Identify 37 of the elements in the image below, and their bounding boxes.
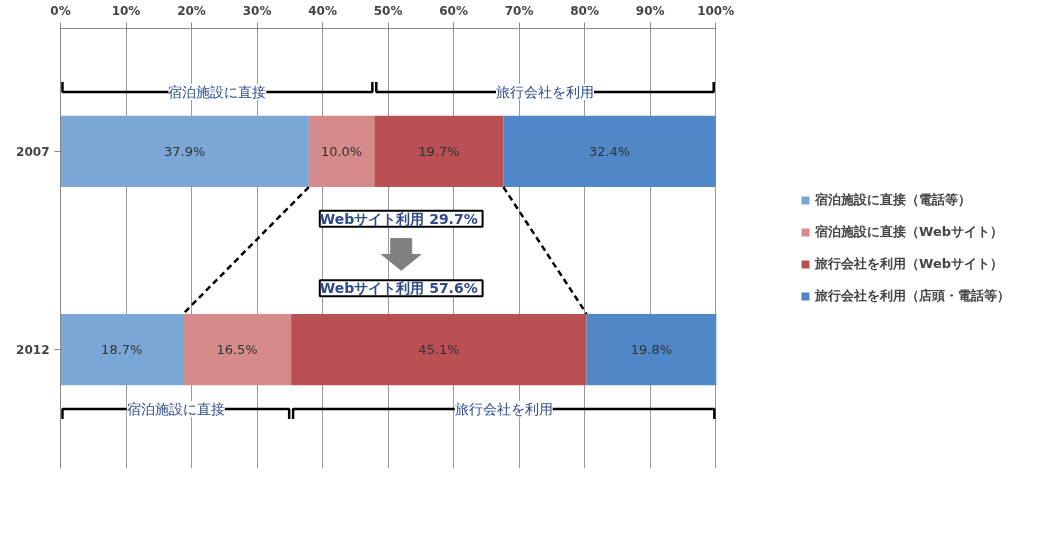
x-tick-label: 40% <box>308 3 337 18</box>
legend-label: 宿泊施設に直接（電話等） <box>815 191 971 209</box>
data-label: 37.9% <box>164 143 206 159</box>
y-tick-label: 2012 <box>16 343 50 358</box>
annotation: 宿泊施設に直接 <box>126 401 225 418</box>
annotation: 旅行会社を利用 <box>454 401 553 418</box>
bar <box>60 115 309 188</box>
data-label: 16.5% <box>216 342 258 358</box>
legend-label: 旅行会社を利用（店頭・電話等） <box>815 287 1010 305</box>
bar <box>60 313 184 386</box>
annotation: 宿泊施設に直接 <box>168 83 267 100</box>
data-label: 19.8% <box>630 342 673 358</box>
bar <box>183 313 292 386</box>
bar <box>586 313 717 386</box>
x-tick-label: 80% <box>570 3 600 18</box>
x-tick-label: 70% <box>504 3 534 18</box>
data-label: 32.4% <box>588 143 631 159</box>
y-tick-label: 2007 <box>16 144 50 159</box>
x-tick-label: 0% <box>50 3 71 18</box>
x-tick-label: 20% <box>177 3 206 18</box>
x-tick-label: 50% <box>373 3 403 18</box>
data-label: 10.0% <box>320 143 363 159</box>
data-label: 18.7% <box>101 342 143 358</box>
legend-label: 旅行会社を利用（Webサイト） <box>815 255 1003 273</box>
data-label: 45.1% <box>418 342 460 358</box>
x-tick-label: 10% <box>111 3 141 18</box>
x-tick-label: 90% <box>635 3 665 18</box>
legend-label: 宿泊施設に直接（Webサイト） <box>815 223 1003 241</box>
data-label: 19.7% <box>418 143 460 159</box>
x-tick-label: 100% <box>697 3 735 18</box>
x-tick-label: 30% <box>242 3 272 18</box>
x-tick-label: 60% <box>439 3 468 18</box>
bar <box>374 115 504 188</box>
bar <box>308 115 375 188</box>
bar <box>291 313 587 386</box>
bar <box>503 115 716 188</box>
annotation: 旅行会社を利用 <box>496 83 594 100</box>
